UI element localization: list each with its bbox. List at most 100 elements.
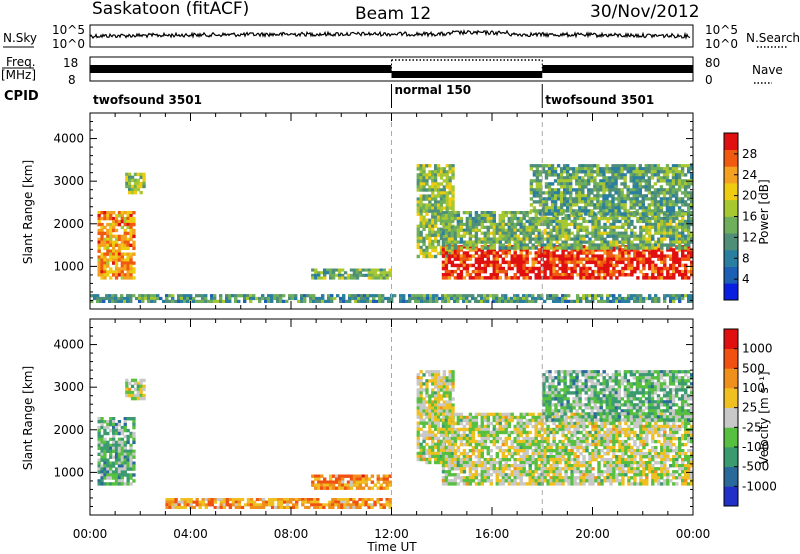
heatmap-cell bbox=[114, 455, 119, 459]
heatmap-cell bbox=[677, 188, 682, 192]
heatmap-cell bbox=[436, 376, 441, 380]
heatmap-cell bbox=[553, 197, 558, 201]
heatmap-cell bbox=[590, 188, 594, 192]
heatmap-cell bbox=[498, 418, 502, 423]
heatmap-cell bbox=[544, 212, 549, 216]
heatmap-cell bbox=[531, 476, 535, 480]
colorbar-tick-label: 16 bbox=[742, 210, 757, 224]
heatmap-cell bbox=[489, 464, 493, 468]
heatmap-cell bbox=[666, 231, 670, 235]
heatmap-cell bbox=[321, 294, 325, 298]
heatmap-cell bbox=[522, 222, 526, 227]
heatmap-cell bbox=[563, 185, 567, 189]
heatmap-cell bbox=[139, 190, 143, 195]
heatmap-cell bbox=[606, 246, 610, 250]
heatmap-cell bbox=[516, 234, 520, 238]
heatmap-cell bbox=[150, 296, 154, 301]
heatmap-cell bbox=[129, 476, 133, 480]
heatmap-cell bbox=[537, 418, 541, 423]
heatmap-cell bbox=[339, 296, 343, 301]
heatmap-cell bbox=[112, 470, 116, 474]
heatmap-cell bbox=[633, 237, 637, 241]
heatmap-cell bbox=[441, 452, 446, 456]
heatmap-cell bbox=[668, 194, 673, 198]
heatmap-cell bbox=[603, 231, 607, 235]
heatmap-cell bbox=[522, 439, 526, 444]
heatmap-cell bbox=[453, 276, 458, 280]
heatmap-cell bbox=[603, 276, 607, 280]
heatmap-cell bbox=[393, 294, 397, 298]
heatmap-cell bbox=[129, 231, 133, 236]
heatmap-cell bbox=[456, 276, 461, 280]
heatmap-cell bbox=[331, 268, 336, 272]
heatmap-cell bbox=[534, 424, 538, 429]
heatmap-cell bbox=[549, 234, 553, 238]
heatmap-cell bbox=[654, 246, 658, 250]
heatmap-cell bbox=[100, 273, 104, 277]
heatmap-cell bbox=[566, 191, 570, 195]
heatmap-cell bbox=[237, 299, 241, 303]
heatmap-cell bbox=[133, 190, 138, 195]
heatmap-cell bbox=[516, 246, 520, 250]
heatmap-cell bbox=[431, 230, 435, 235]
heatmap-cell bbox=[126, 264, 130, 268]
heatmap-cell bbox=[114, 243, 119, 247]
heatmap-cell bbox=[419, 245, 423, 250]
heatmap-cell bbox=[419, 388, 423, 392]
heatmap-cell bbox=[114, 240, 119, 244]
heatmap-cell bbox=[120, 211, 124, 215]
heatmap-cell bbox=[535, 176, 540, 180]
heatmap-cell bbox=[507, 296, 511, 301]
heatmap-cell bbox=[300, 299, 304, 303]
heatmap-cell bbox=[495, 299, 499, 303]
heatmap-cell bbox=[611, 203, 615, 207]
heatmap-cell bbox=[550, 173, 555, 177]
heatmap-cell bbox=[535, 188, 540, 192]
heatmap-cell bbox=[112, 440, 116, 445]
heatmap-cell bbox=[603, 266, 607, 271]
heatmap-cell bbox=[103, 428, 107, 433]
heatmap-cell bbox=[480, 424, 484, 429]
heatmap-cell bbox=[552, 294, 556, 298]
heatmap-cell bbox=[690, 194, 694, 198]
heatmap-cell bbox=[114, 467, 119, 471]
heatmap-cell bbox=[552, 243, 556, 247]
heatmap-cell bbox=[681, 237, 685, 241]
heatmap-cell bbox=[522, 234, 526, 238]
heatmap-cell bbox=[608, 206, 612, 210]
heatmap-cell bbox=[525, 473, 529, 477]
heatmap-cell bbox=[672, 251, 676, 255]
heatmap-cell bbox=[439, 218, 444, 222]
heatmap-cell bbox=[431, 439, 435, 444]
heatmap-cell bbox=[605, 188, 609, 192]
heatmap-cell bbox=[136, 187, 140, 192]
heatmap-cell bbox=[234, 296, 238, 301]
heatmap-cell bbox=[453, 216, 458, 221]
heatmap-cell bbox=[128, 181, 132, 186]
heatmap-cell bbox=[444, 269, 449, 274]
heatmap-cell bbox=[445, 254, 449, 259]
heatmap-cell bbox=[439, 442, 444, 447]
heatmap-cell bbox=[541, 209, 546, 213]
heatmap-cell bbox=[654, 266, 658, 271]
heatmap-cell bbox=[495, 276, 499, 280]
heatmap-cell bbox=[340, 268, 345, 272]
heatmap-cell bbox=[117, 299, 121, 303]
heatmap-cell bbox=[513, 445, 517, 450]
heatmap-cell bbox=[627, 237, 631, 241]
heatmap-cell bbox=[486, 231, 490, 235]
heatmap-cell bbox=[126, 255, 130, 259]
heatmap-cell bbox=[436, 454, 441, 459]
heatmap-cell bbox=[522, 263, 526, 268]
heatmap-cell bbox=[677, 185, 682, 189]
heatmap-cell bbox=[204, 299, 208, 303]
heatmap-cell bbox=[109, 446, 113, 450]
heatmap-cell bbox=[633, 294, 637, 298]
heatmap-cell bbox=[531, 299, 535, 303]
heatmap-cell bbox=[246, 294, 250, 298]
heatmap-cell bbox=[431, 242, 435, 247]
heatmap-cell bbox=[636, 216, 640, 221]
heatmap-cell bbox=[564, 296, 568, 301]
heatmap-cell bbox=[243, 299, 247, 303]
heatmap-cell bbox=[690, 266, 694, 271]
